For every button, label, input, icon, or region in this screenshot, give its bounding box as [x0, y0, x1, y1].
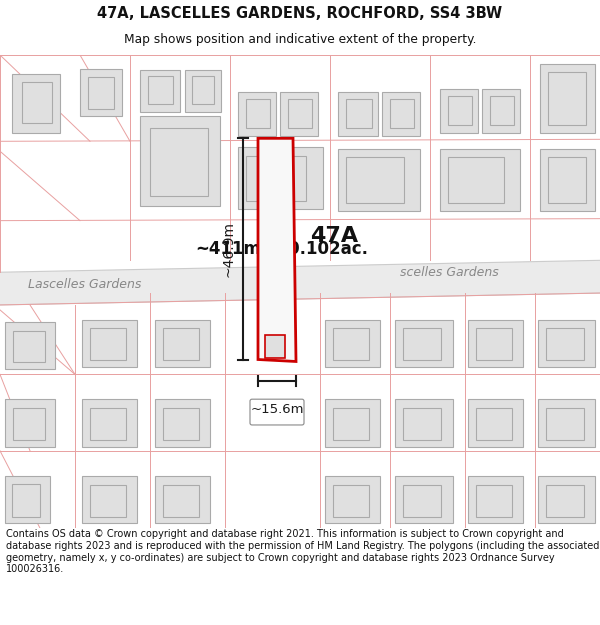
Bar — [5, 322, 55, 369]
Bar — [468, 320, 523, 368]
Bar — [90, 328, 126, 359]
Bar — [80, 69, 122, 116]
Bar — [88, 77, 114, 109]
Bar — [90, 408, 126, 440]
Bar — [448, 96, 472, 126]
Bar — [5, 476, 50, 523]
Bar — [288, 99, 312, 128]
Bar — [395, 476, 453, 523]
Bar — [476, 328, 512, 359]
Bar — [90, 486, 126, 518]
Text: 47A, LASCELLES GARDENS, ROCHFORD, SS4 3BW: 47A, LASCELLES GARDENS, ROCHFORD, SS4 3B… — [97, 6, 503, 21]
Bar — [346, 99, 372, 128]
Bar — [333, 486, 369, 518]
Bar — [22, 82, 52, 124]
Bar — [540, 149, 595, 211]
Bar — [5, 399, 55, 447]
Bar — [546, 486, 584, 518]
Bar — [150, 128, 208, 196]
Bar — [148, 76, 173, 104]
Bar — [448, 157, 504, 202]
Bar — [538, 320, 595, 368]
Bar — [163, 328, 199, 359]
Bar — [540, 64, 595, 133]
Bar — [13, 408, 45, 440]
Bar — [548, 157, 586, 202]
Bar — [468, 399, 523, 447]
Bar — [140, 116, 220, 206]
Bar — [325, 476, 380, 523]
Text: Lascelles Gardens: Lascelles Gardens — [28, 278, 142, 291]
Bar — [280, 92, 318, 136]
Bar — [538, 476, 595, 523]
Bar — [338, 149, 420, 211]
Bar — [395, 399, 453, 447]
Bar — [468, 476, 523, 523]
Bar — [482, 89, 520, 133]
Bar — [155, 320, 210, 368]
Polygon shape — [0, 261, 600, 305]
Bar — [546, 408, 584, 440]
Bar — [403, 408, 441, 440]
Bar — [548, 72, 586, 126]
Bar — [390, 99, 414, 128]
Bar — [192, 76, 214, 104]
Text: ~46.9m: ~46.9m — [222, 221, 236, 277]
Bar — [12, 484, 40, 518]
Bar — [163, 408, 199, 440]
Bar — [346, 157, 404, 202]
Text: Map shows position and indicative extent of the property.: Map shows position and indicative extent… — [124, 33, 476, 46]
Bar — [82, 476, 137, 523]
FancyBboxPatch shape — [250, 399, 304, 425]
Text: 47A: 47A — [310, 226, 358, 246]
Bar — [163, 486, 199, 518]
Bar — [246, 99, 270, 128]
Bar — [395, 320, 453, 368]
Bar — [238, 92, 276, 136]
Bar — [476, 486, 512, 518]
Polygon shape — [265, 335, 285, 357]
Bar — [333, 408, 369, 440]
Bar — [490, 96, 514, 126]
Bar — [538, 399, 595, 447]
Bar — [155, 476, 210, 523]
Text: ~411m²/~0.102ac.: ~411m²/~0.102ac. — [195, 239, 368, 258]
Bar — [82, 320, 137, 368]
Bar — [13, 331, 45, 362]
Bar — [440, 149, 520, 211]
Text: ~15.6m: ~15.6m — [250, 402, 304, 416]
Bar — [185, 70, 221, 111]
Bar — [440, 89, 478, 133]
Text: scelles Gardens: scelles Gardens — [400, 266, 499, 279]
Bar — [476, 408, 512, 440]
Polygon shape — [258, 138, 296, 361]
Bar — [403, 328, 441, 359]
Bar — [325, 320, 380, 368]
Bar — [82, 399, 137, 447]
Bar — [246, 156, 306, 201]
Bar — [403, 486, 441, 518]
Bar — [140, 70, 180, 111]
Bar — [155, 399, 210, 447]
Bar — [238, 148, 323, 209]
Bar — [546, 328, 584, 359]
Bar — [338, 92, 378, 136]
Bar — [333, 328, 369, 359]
Bar — [325, 399, 380, 447]
Bar — [382, 92, 420, 136]
Bar — [12, 74, 60, 133]
Text: Contains OS data © Crown copyright and database right 2021. This information is : Contains OS data © Crown copyright and d… — [6, 529, 599, 574]
